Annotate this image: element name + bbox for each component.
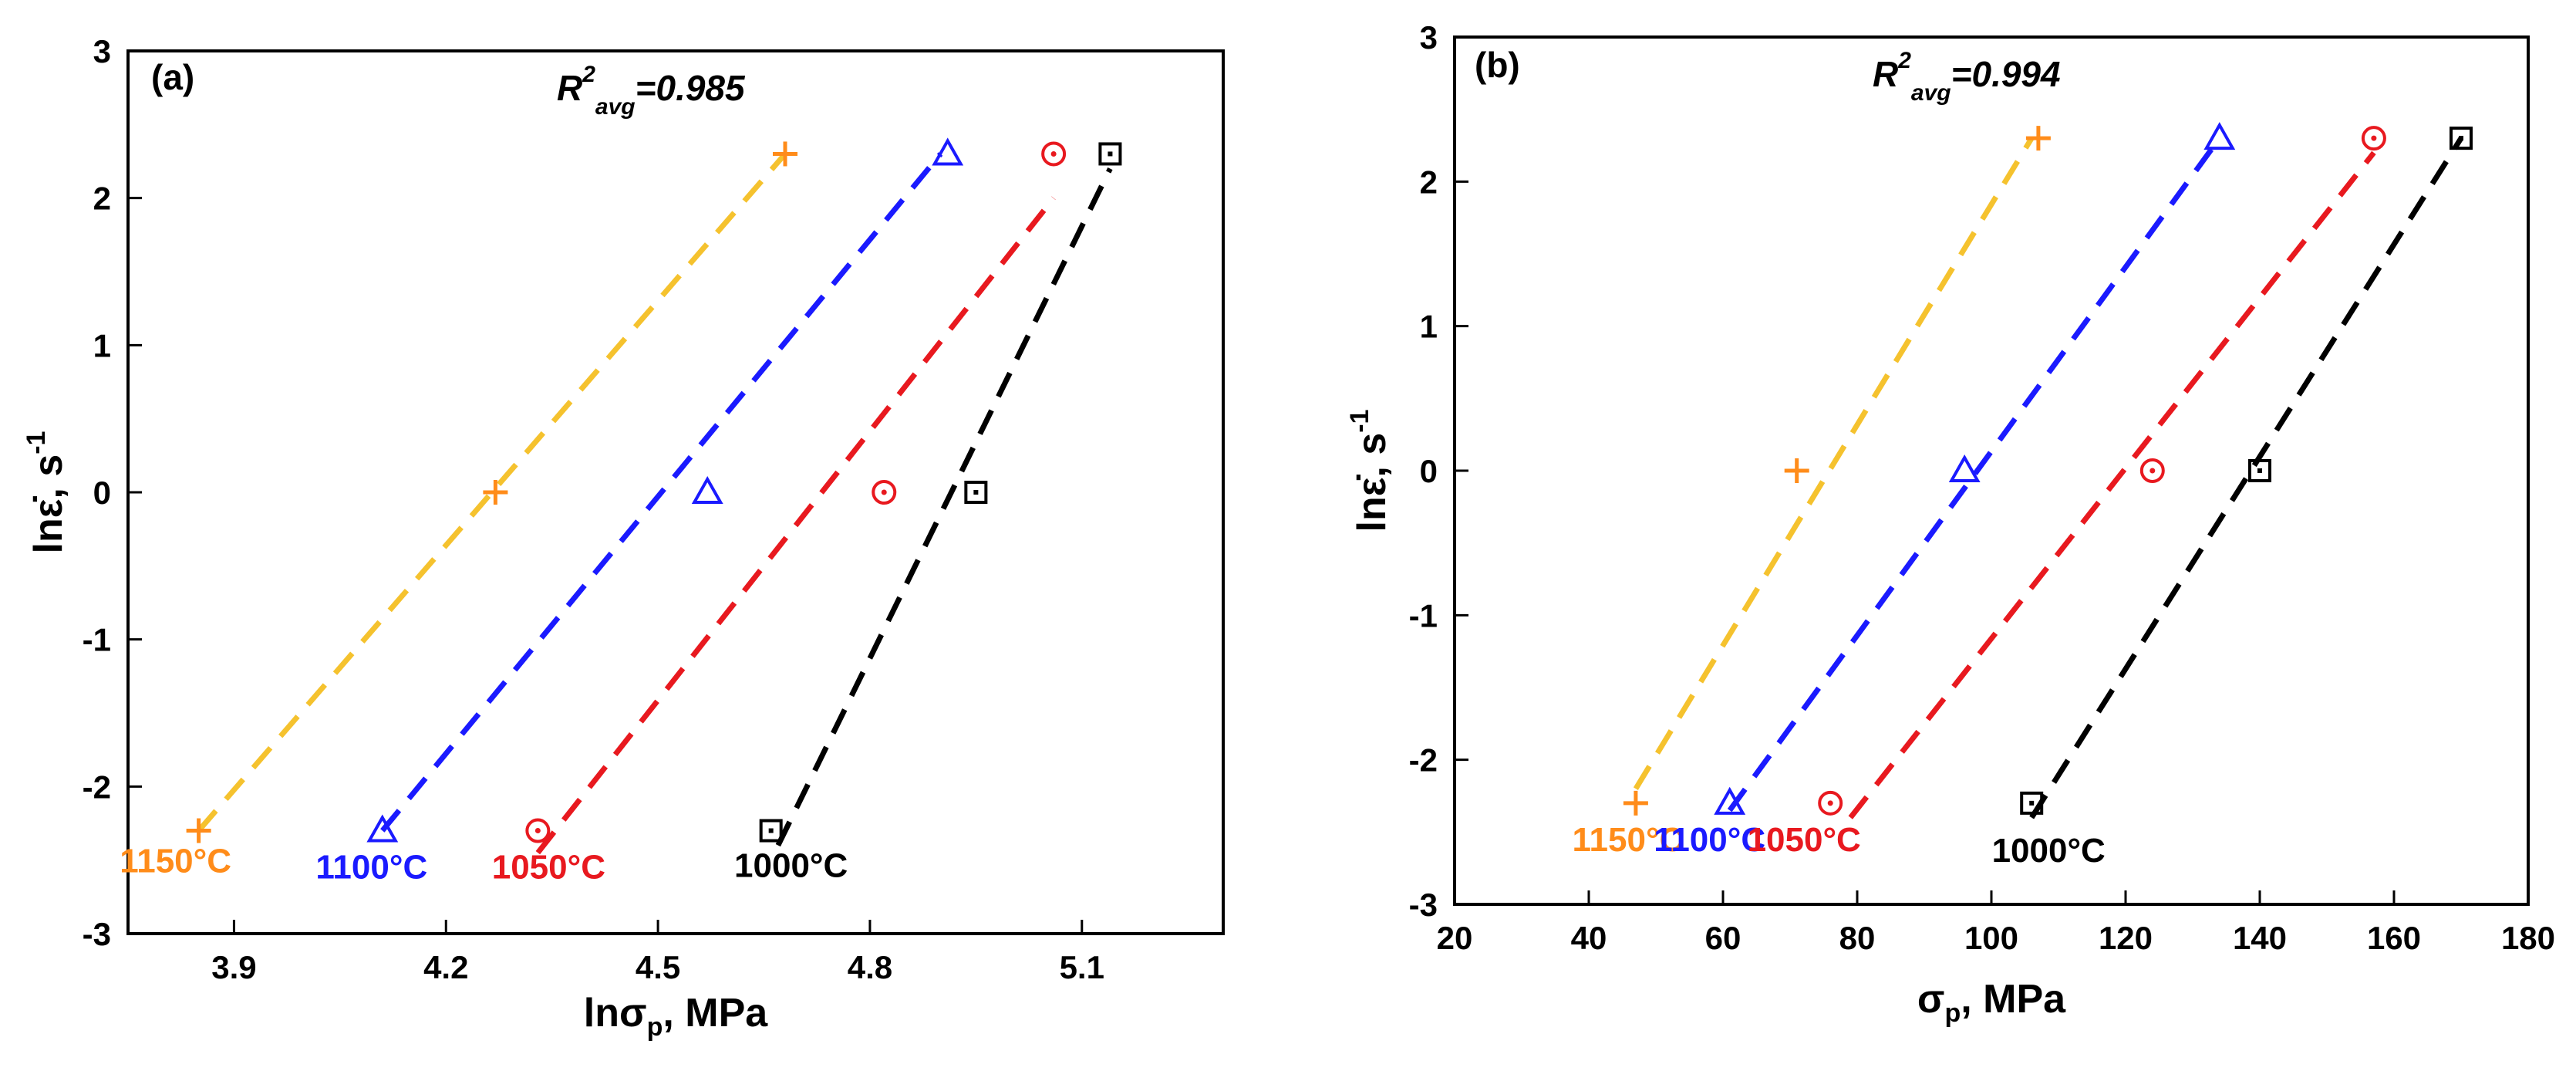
fit-line (196, 152, 787, 833)
data-markers-a (186, 137, 1122, 843)
y-tick-label: 0 (93, 475, 111, 511)
fit-line (1727, 137, 2222, 813)
x-tick-label: 80 (1839, 920, 1876, 956)
x-tick-label: 140 (2233, 920, 2287, 956)
temperature-label: 1100°C (315, 849, 427, 887)
data-markers-b (1623, 122, 2473, 816)
data-point-circle (525, 818, 551, 843)
data-point-square (2020, 791, 2044, 815)
y-tick-label: -1 (1409, 597, 1438, 633)
panel-b: 20 40 60 80 100 120 140 160 180 -3 -2 -1 0 1 2 3 1150°… (1345, 19, 2555, 1028)
data-point-circle (2139, 458, 2165, 483)
data-point-circle (1818, 790, 1843, 816)
y-axis-label-b: lnε̇, s-1 (1345, 410, 1394, 532)
x-tick-label: 160 (2367, 920, 2421, 956)
y-axis-a: -3 -2 -1 0 1 2 3 (83, 33, 142, 952)
y-tick-label: -2 (1409, 742, 1438, 779)
fit-line (1633, 137, 2035, 790)
y-tick-label: 2 (93, 181, 111, 217)
y-tick-label: 0 (1420, 453, 1438, 489)
x-tick-label: 20 (1437, 920, 1473, 956)
fit-line (1848, 150, 2376, 819)
panel-label-a: (a) (151, 57, 194, 97)
y-tick-label: 2 (1420, 164, 1438, 200)
temperature-label: 1150°C (1572, 821, 1684, 859)
fit-line (775, 167, 1113, 847)
y-axis-label-a: lnε̇, s-1 (22, 431, 71, 554)
data-point-square (2248, 459, 2271, 482)
plot-frame-a (126, 49, 1225, 935)
x-axis-a: 3.9 4.2 4.5 4.8 5.1 (211, 920, 1104, 985)
r2-annotation-a: R2avg=0.985 (557, 62, 746, 120)
x-tick-label: 120 (2099, 920, 2153, 956)
temperature-label: 1000°C (734, 847, 848, 885)
x-tick-label: 60 (1705, 920, 1741, 956)
temperature-label: 1150°C (120, 843, 231, 880)
x-tick-label: 180 (2501, 920, 2555, 956)
data-point-triangle (1714, 786, 1746, 815)
data-point-plus (773, 141, 797, 167)
r2-annotation-b: R2avg=0.994 (1873, 48, 2061, 106)
data-point-circle (872, 480, 897, 505)
data-point-square (964, 481, 988, 504)
fit-line (535, 196, 1056, 855)
data-point-circle (2361, 126, 2386, 151)
x-tick-label: 4.2 (423, 949, 468, 985)
data-point-plus (2025, 126, 2051, 151)
plot-frame-b (1453, 35, 2530, 906)
y-tick-label: 3 (1420, 19, 1438, 56)
data-point-triangle (366, 814, 399, 843)
fit-lines-a (196, 152, 1113, 855)
y-tick-label: -3 (1409, 887, 1438, 923)
data-point-triangle (691, 475, 723, 504)
temperature-label: 1000°C (1992, 832, 2106, 870)
y-tick-label: 3 (93, 33, 111, 69)
data-point-square (2450, 127, 2473, 150)
data-point-triangle (2203, 122, 2236, 150)
y-tick-label: 1 (93, 327, 111, 363)
data-point-plus (1623, 790, 1648, 816)
data-point-square (759, 819, 783, 843)
y-tick-label: 1 (1420, 309, 1438, 345)
temperature-labels-a: 1150°C 1100°C 1050°C 1000°C (120, 843, 848, 887)
x-tick-label: 5.1 (1060, 949, 1104, 985)
data-point-plus (483, 480, 508, 505)
data-point-square (1098, 142, 1122, 166)
x-axis-label-a: lnσp, MPa (584, 991, 768, 1042)
data-point-triangle (1948, 454, 1981, 482)
data-point-plus (186, 818, 211, 843)
y-tick-label: -3 (83, 916, 111, 952)
x-tick-label: 4.5 (636, 949, 680, 985)
temperature-label: 1100°C (1654, 821, 1765, 859)
panel-label-b: (b) (1475, 45, 1520, 85)
fit-line (380, 152, 943, 833)
fit-line (2029, 137, 2463, 819)
x-tick-label: 100 (1964, 920, 2018, 956)
y-tick-label: -1 (83, 622, 111, 658)
data-point-circle (1041, 141, 1067, 167)
data-point-plus (1784, 458, 1809, 483)
temperature-label: 1050°C (492, 849, 605, 887)
x-tick-label: 3.9 (211, 949, 256, 985)
y-axis-b: -3 -2 -1 0 1 2 3 (1409, 19, 1468, 923)
y-tick-label: -2 (83, 769, 111, 805)
fit-lines-b (1633, 137, 2463, 819)
x-tick-label: 4.8 (848, 949, 892, 985)
temperature-label: 1050°C (1748, 821, 1861, 859)
x-axis-b: 20 40 60 80 100 120 140 160 180 (1437, 890, 2555, 956)
data-point-triangle (932, 137, 964, 166)
x-axis-label-b: σp, MPa (1917, 977, 2066, 1028)
x-tick-label: 40 (1571, 920, 1607, 956)
